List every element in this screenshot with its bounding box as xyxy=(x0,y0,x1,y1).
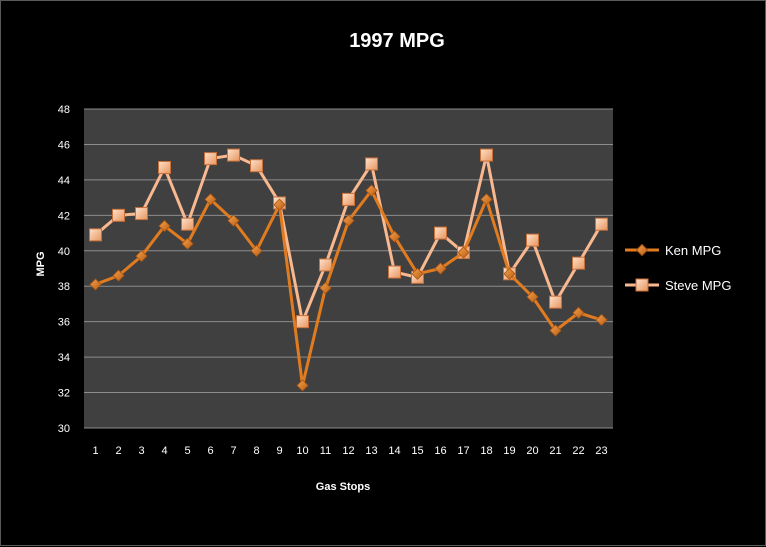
legend: Ken MPG Steve MPG xyxy=(625,243,731,293)
data-point xyxy=(457,246,470,259)
x-tick-label: 23 xyxy=(595,445,607,457)
y-tick-label: 48 xyxy=(58,104,70,116)
x-tick-label: 19 xyxy=(503,445,515,457)
data-point xyxy=(549,324,562,337)
data-point xyxy=(365,157,378,171)
x-axis-ticks: 1 2 3 4 5 6 7 8 9 10 11 12 13 14 15 16 17 18 19 20 21 22 23 xyxy=(92,445,607,457)
x-tick-label: 7 xyxy=(230,445,236,457)
legend-label-steve: Steve MPG xyxy=(665,278,731,293)
y-tick-label: 38 xyxy=(58,281,70,293)
y-tick-label: 30 xyxy=(58,423,70,435)
data-point xyxy=(158,219,171,233)
x-tick-label: 14 xyxy=(388,445,400,457)
data-point xyxy=(112,269,125,282)
data-point xyxy=(319,258,332,272)
data-point xyxy=(250,159,263,173)
data-point xyxy=(135,250,148,263)
data-point xyxy=(158,160,171,174)
data-point xyxy=(227,214,240,227)
data-point xyxy=(204,152,217,166)
y-tick-label: 46 xyxy=(58,139,70,151)
data-point xyxy=(388,230,401,243)
legend-marker-steve xyxy=(635,278,649,292)
data-point xyxy=(250,244,263,257)
x-axis-label: Gas Stops xyxy=(316,481,370,493)
x-tick-label: 12 xyxy=(342,445,354,457)
x-tick-label: 1 xyxy=(92,445,98,457)
x-tick-label: 6 xyxy=(207,445,213,457)
y-tick-label: 44 xyxy=(58,175,70,187)
data-point xyxy=(595,217,608,231)
x-tick-label: 5 xyxy=(184,445,190,457)
legend-item-steve: Steve MPG xyxy=(625,278,731,293)
x-tick-label: 8 xyxy=(253,445,259,457)
data-point xyxy=(526,233,539,247)
y-axis-ticks: 30 32 34 36 38 40 42 44 46 48 xyxy=(58,104,70,435)
y-tick-label: 36 xyxy=(58,317,70,329)
y-tick-label: 32 xyxy=(58,388,70,400)
data-point xyxy=(480,148,493,162)
y-tick-label: 42 xyxy=(58,210,70,222)
data-point xyxy=(296,315,309,329)
data-point xyxy=(572,306,585,319)
x-tick-label: 4 xyxy=(161,445,167,457)
x-tick-label: 18 xyxy=(480,445,492,457)
data-point xyxy=(181,217,194,231)
data-point xyxy=(480,193,493,206)
data-point xyxy=(503,267,516,280)
x-tick-label: 9 xyxy=(276,445,282,457)
data-point xyxy=(572,256,585,270)
data-point xyxy=(89,228,102,242)
data-point xyxy=(595,313,608,326)
y-tick-label: 34 xyxy=(58,352,70,364)
data-point xyxy=(89,278,102,291)
data-point xyxy=(181,237,194,250)
x-tick-label: 21 xyxy=(549,445,561,457)
data-point xyxy=(296,379,309,392)
plot-area xyxy=(84,109,613,428)
legend-item-ken: Ken MPG xyxy=(625,243,721,258)
x-tick-label: 16 xyxy=(434,445,446,457)
x-tick-label: 2 xyxy=(115,445,121,457)
x-tick-label: 3 xyxy=(138,445,144,457)
data-point xyxy=(434,226,447,240)
y-tick-label: 40 xyxy=(58,246,70,258)
series-ken-mpg xyxy=(89,184,608,392)
series-layer xyxy=(89,148,608,392)
x-tick-label: 22 xyxy=(572,445,584,457)
data-point xyxy=(365,184,378,197)
x-tick-label: 15 xyxy=(411,445,423,457)
data-point xyxy=(273,198,286,211)
data-point xyxy=(388,265,401,279)
data-point xyxy=(227,148,240,162)
chart-title: 1997 MPG xyxy=(349,30,445,52)
y-axis-label: MPG xyxy=(35,251,47,276)
data-point xyxy=(342,214,355,227)
data-point xyxy=(411,267,424,280)
data-point xyxy=(434,262,447,275)
data-point xyxy=(319,281,332,295)
x-tick-label: 20 xyxy=(526,445,538,457)
data-point xyxy=(204,193,217,206)
x-tick-label: 11 xyxy=(320,445,331,457)
legend-marker-ken xyxy=(635,243,649,257)
data-point xyxy=(549,295,562,309)
x-tick-label: 10 xyxy=(296,445,308,457)
gridlines xyxy=(84,108,613,429)
data-point xyxy=(526,290,539,303)
legend-label-ken: Ken MPG xyxy=(665,243,721,258)
data-point xyxy=(112,208,125,222)
data-point xyxy=(342,192,355,206)
data-point xyxy=(135,207,148,221)
x-tick-label: 17 xyxy=(457,445,469,457)
x-tick-label: 13 xyxy=(365,445,377,457)
